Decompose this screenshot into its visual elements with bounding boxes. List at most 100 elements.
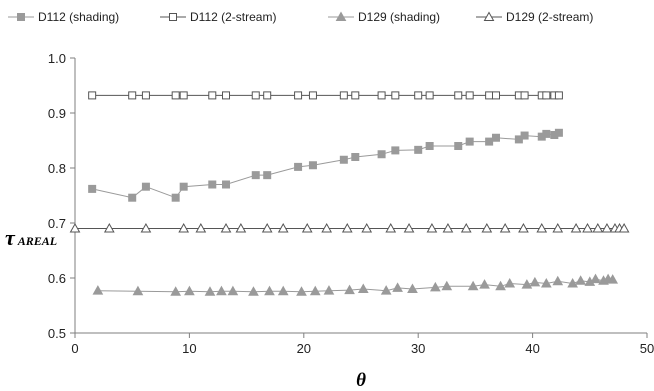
data-point bbox=[222, 180, 231, 189]
data-point bbox=[552, 222, 564, 233]
data-point bbox=[454, 142, 463, 150]
legend-item: D112 (shading) bbox=[8, 10, 119, 24]
data-point bbox=[542, 91, 551, 100]
data-point bbox=[128, 91, 137, 100]
data-point bbox=[308, 91, 317, 100]
data-point bbox=[69, 222, 81, 233]
series-1 bbox=[88, 91, 563, 100]
data-point bbox=[570, 222, 582, 233]
data-point bbox=[465, 137, 474, 146]
data-point bbox=[481, 222, 493, 233]
data-point bbox=[351, 91, 360, 100]
data-point bbox=[261, 222, 273, 233]
data-point bbox=[618, 222, 630, 233]
data-point bbox=[216, 285, 227, 296]
data-point bbox=[582, 222, 593, 233]
data-point bbox=[377, 91, 386, 100]
data-point bbox=[392, 282, 403, 292]
data-point bbox=[403, 222, 415, 233]
y-tick-label: 1.0 bbox=[48, 51, 66, 66]
data-point bbox=[479, 279, 490, 289]
data-point bbox=[567, 277, 578, 288]
data-point bbox=[504, 277, 516, 288]
data-point bbox=[141, 91, 150, 100]
y-tick-label: 0.5 bbox=[48, 326, 66, 341]
data-point bbox=[208, 91, 217, 100]
legend: D112 (shading) D112 (2-stream) D129 (shadi… bbox=[8, 10, 593, 24]
data-point bbox=[248, 286, 259, 296]
data-point bbox=[227, 285, 239, 296]
data-point bbox=[88, 91, 97, 100]
data-point bbox=[141, 182, 150, 191]
data-point bbox=[92, 285, 104, 295]
legend-item: D129 (2-stream) bbox=[476, 10, 593, 24]
data-point bbox=[592, 222, 604, 233]
y-tick-label: 0.7 bbox=[48, 216, 66, 231]
y-tick-label: 0.9 bbox=[48, 106, 66, 121]
data-point bbox=[208, 180, 217, 189]
series-layer bbox=[69, 91, 630, 296]
data-point bbox=[601, 222, 613, 233]
data-point bbox=[377, 150, 386, 159]
y-tick-label: 0.6 bbox=[48, 271, 66, 286]
data-point bbox=[171, 91, 180, 100]
data-point bbox=[485, 91, 494, 100]
y-axis-label-main: τ bbox=[5, 225, 16, 250]
data-point bbox=[391, 146, 400, 155]
data-point bbox=[540, 277, 552, 288]
data-point bbox=[171, 193, 180, 202]
data-point bbox=[308, 161, 317, 170]
data-point bbox=[529, 276, 541, 287]
data-point bbox=[552, 275, 564, 286]
data-point bbox=[179, 182, 188, 191]
x-axis-label: θ bbox=[356, 370, 366, 391]
data-point bbox=[520, 91, 529, 100]
data-point bbox=[264, 285, 275, 296]
data-point bbox=[344, 284, 355, 295]
series-2 bbox=[92, 273, 619, 296]
data-point bbox=[296, 286, 307, 296]
data-point bbox=[277, 222, 289, 233]
legend-label: D129 (2-stream) bbox=[506, 10, 593, 24]
legend-marker bbox=[335, 11, 347, 21]
y-axis-label-sub: AREAL bbox=[17, 234, 57, 248]
data-point bbox=[414, 145, 423, 154]
data-point bbox=[178, 222, 190, 233]
data-point bbox=[425, 142, 434, 150]
data-point bbox=[277, 285, 289, 296]
data-point bbox=[491, 91, 500, 100]
data-point bbox=[301, 222, 313, 233]
data-point bbox=[220, 222, 232, 233]
data-point bbox=[575, 275, 587, 285]
data-point bbox=[361, 222, 373, 233]
data-point bbox=[499, 222, 511, 233]
data-point bbox=[263, 91, 272, 100]
data-point bbox=[357, 283, 369, 293]
data-point bbox=[391, 91, 400, 100]
data-point bbox=[454, 91, 463, 100]
data-point bbox=[521, 279, 533, 289]
data-point bbox=[467, 280, 479, 291]
data-point bbox=[263, 171, 272, 180]
data-point bbox=[235, 222, 247, 233]
legend-label: D129 (shading) bbox=[358, 10, 440, 24]
data-point bbox=[339, 155, 348, 164]
data-point bbox=[518, 222, 529, 233]
y-ticks: 0.5 0.6 0.7 0.8 0.9 1.0 bbox=[48, 51, 75, 341]
data-point bbox=[339, 91, 348, 100]
data-point bbox=[184, 285, 195, 296]
data-point bbox=[204, 286, 216, 296]
data-point bbox=[88, 184, 97, 193]
data-point bbox=[536, 222, 548, 233]
legend-item: D112 (2-stream) bbox=[160, 10, 276, 24]
x-tick-label: 10 bbox=[182, 341, 196, 356]
data-point bbox=[491, 133, 500, 142]
data-point bbox=[520, 131, 529, 140]
data-point bbox=[542, 129, 551, 138]
data-point bbox=[495, 280, 506, 291]
data-point bbox=[294, 162, 303, 171]
series-0 bbox=[88, 128, 563, 202]
data-point bbox=[425, 91, 434, 100]
data-point bbox=[385, 222, 397, 233]
data-point bbox=[128, 193, 137, 202]
